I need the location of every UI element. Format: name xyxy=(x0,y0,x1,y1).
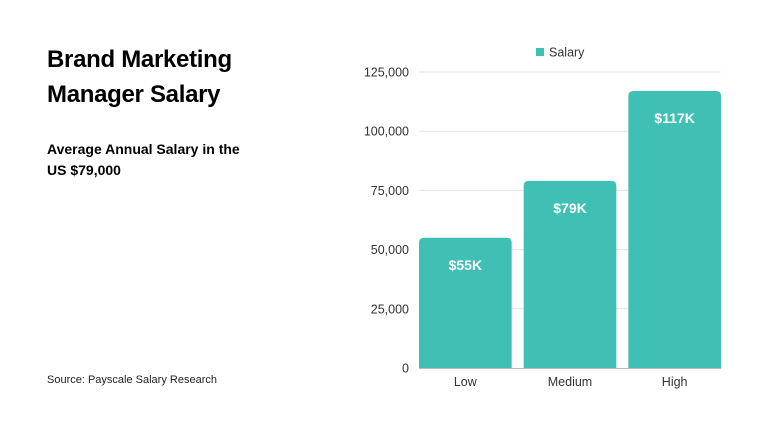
page-title: Brand Marketing Manager Salary xyxy=(47,46,232,108)
data-label: $79K xyxy=(553,200,586,216)
y-tick-label: 100,000 xyxy=(364,125,409,139)
page-subtitle: Average Annual Salary in the US $79,000 xyxy=(47,141,240,178)
y-tick-label: 0 xyxy=(402,362,409,376)
legend-swatch xyxy=(536,48,544,56)
bar-low xyxy=(419,237,512,368)
bar-high xyxy=(628,90,721,368)
y-tick-label: 125,000 xyxy=(364,66,409,80)
x-tick-label: High xyxy=(662,375,688,389)
x-tick-label: Low xyxy=(454,375,478,389)
source-note: Source: Payscale Salary Research xyxy=(47,374,217,386)
legend-label: Salary xyxy=(549,46,585,60)
y-tick-label: 25,000 xyxy=(371,302,409,316)
y-tick-label: 75,000 xyxy=(371,184,409,198)
data-label: $55K xyxy=(449,257,482,273)
data-label: $117K xyxy=(654,110,694,126)
bar-medium xyxy=(523,180,617,368)
y-tick-label: 50,000 xyxy=(371,243,409,257)
x-tick-label: Medium xyxy=(548,375,592,389)
